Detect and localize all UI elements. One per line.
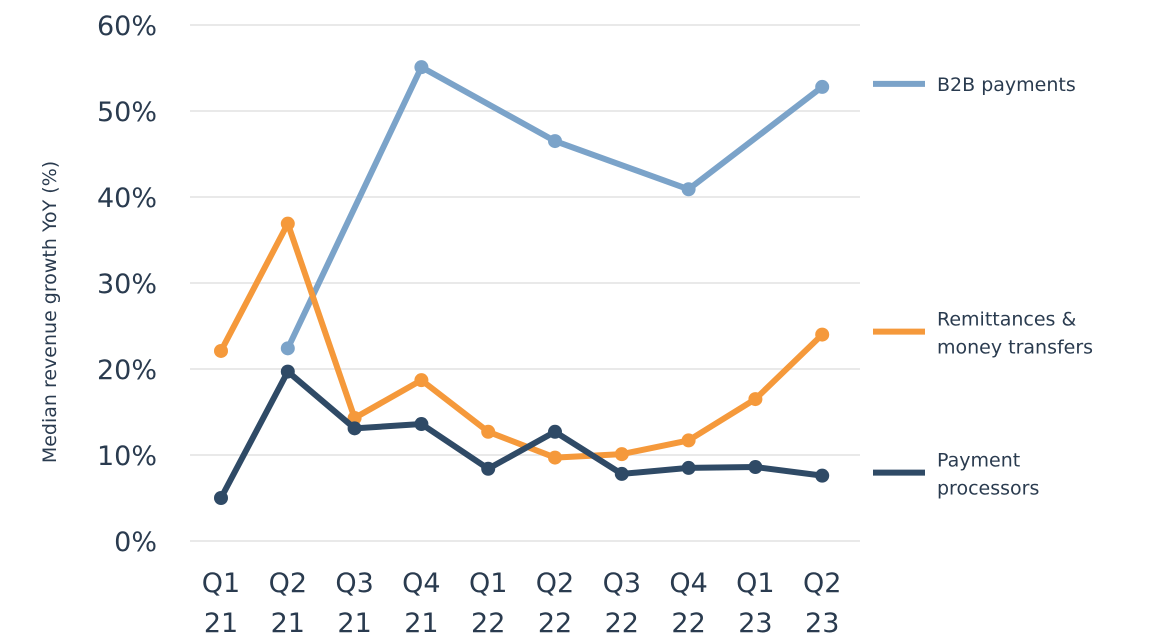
y-tick-label: 20%	[97, 355, 157, 386]
data-point	[481, 424, 496, 439]
y-tick-label: 50%	[97, 97, 157, 128]
data-point	[414, 373, 429, 388]
x-tick-label: Q2 23	[803, 568, 841, 639]
data-point	[815, 79, 830, 94]
data-point	[214, 343, 228, 358]
data-point	[614, 447, 629, 462]
y-tick-label: 60%	[97, 11, 157, 42]
data-point	[280, 341, 295, 356]
series-line	[218, 368, 823, 500]
data-point	[681, 433, 696, 448]
legend-label: Payment processors	[937, 450, 1039, 500]
data-point	[815, 468, 830, 483]
data-point	[214, 491, 228, 505]
x-tick-label: Q4 21	[402, 568, 440, 639]
data-point	[481, 461, 496, 476]
data-point	[548, 424, 562, 439]
y-tick-label: 40%	[97, 183, 157, 214]
x-tick-label: Q1 23	[736, 568, 774, 639]
x-tick-label: Q4 22	[669, 568, 707, 639]
data-point	[748, 460, 763, 475]
y-tick-label: 30%	[97, 269, 157, 300]
data-point	[548, 134, 562, 149]
data-point	[748, 392, 763, 407]
y-tick-label: 10%	[97, 441, 157, 472]
data-point	[681, 182, 696, 197]
y-tick-label: 0%	[114, 527, 157, 558]
data-point	[815, 327, 830, 342]
data-point	[548, 450, 562, 465]
y-axis-title: Median revenue growth YoY (%)	[39, 161, 61, 463]
legend-label: B2B payments	[937, 74, 1076, 96]
data-point	[414, 417, 429, 432]
series-line	[218, 220, 825, 461]
data-point	[614, 466, 629, 481]
data-point	[414, 60, 429, 75]
data-point	[347, 421, 362, 436]
data-point	[280, 216, 295, 231]
x-tick-label: Q1 22	[469, 568, 507, 639]
series-line	[285, 64, 825, 350]
x-tick-label: Q2 21	[269, 568, 307, 639]
data-point	[681, 460, 696, 475]
x-tick-label: Q1 21	[202, 568, 240, 639]
x-tick-label: Q3 22	[603, 568, 641, 639]
x-tick-label: Q3 21	[335, 568, 373, 639]
x-tick-label: Q2 22	[536, 568, 574, 639]
data-point	[280, 364, 295, 379]
legend-label: Remittances & money transfers	[937, 309, 1093, 359]
